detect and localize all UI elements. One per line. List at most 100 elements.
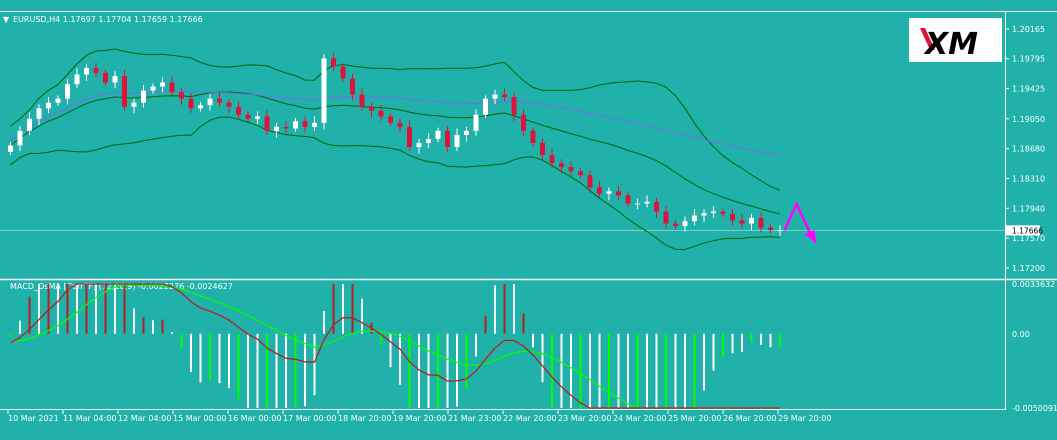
candle-body (122, 76, 127, 107)
candle (245, 111, 251, 123)
candle-body (635, 203, 640, 205)
candle-body (511, 97, 517, 115)
candle-body (701, 213, 707, 216)
chart-dropdown-icon[interactable]: ▼ (3, 15, 10, 24)
current-price-label: 1.17666 (1006, 225, 1043, 236)
candle-body (388, 116, 393, 123)
slow-ma-path (10, 90, 781, 157)
candle-body (758, 217, 764, 228)
candle-body (27, 118, 32, 131)
candle-body (407, 126, 412, 148)
candle (597, 180, 602, 198)
candle-body (559, 163, 564, 168)
candle (663, 205, 669, 229)
candle-body (160, 82, 165, 87)
candle (236, 101, 241, 120)
candle-body (198, 105, 203, 109)
candle (350, 73, 355, 101)
symbol-quote-line: EURUSD,H4 1.17697 1.17704 1.17659 1.1766… (13, 15, 203, 24)
candle-body (283, 126, 289, 129)
price-tick-label: 1.19050 (1012, 115, 1045, 124)
candle-body (369, 106, 374, 111)
candle (768, 224, 773, 234)
candles (8, 52, 783, 236)
candle (217, 92, 222, 107)
candle (27, 112, 32, 135)
indicator-label: MACD_OsMA [CurrTF] (12,26,9) -0.0022276 … (10, 282, 233, 291)
candle (340, 63, 346, 82)
candle (502, 88, 507, 102)
candle-body (207, 98, 213, 106)
candle (264, 109, 270, 135)
candle (388, 113, 393, 127)
candle (730, 209, 735, 227)
candle-body (112, 76, 118, 83)
macd-lines (10, 283, 780, 409)
candle-body (749, 217, 754, 224)
candle-body (587, 175, 593, 188)
candle-body (682, 221, 688, 227)
upper-band (10, 48, 781, 191)
candle (321, 54, 327, 130)
candle (103, 69, 108, 86)
candle (435, 127, 441, 143)
time-axis[interactable]: 10 Mar 2021 11 Mar 04:00 12 Mar 04:00 15 Ma… (7, 409, 831, 423)
candle (511, 93, 517, 122)
svg-text:1.17666: 1.17666 (1012, 226, 1043, 235)
candle (701, 209, 707, 222)
candle (74, 68, 80, 89)
price-tick-label: 1.18310 (1012, 174, 1045, 183)
candle-body (169, 82, 175, 93)
candle (635, 198, 640, 210)
time-tick-label: 19 Mar 20:00 (393, 414, 446, 423)
candle (179, 88, 184, 106)
candle-body (521, 114, 526, 131)
indicator-axis[interactable]: 0.0033632 0.00 -0.0050091 (1012, 280, 1057, 413)
lower-band (10, 116, 781, 251)
candle-body (36, 108, 42, 119)
candle (226, 98, 232, 114)
candle-body (397, 122, 403, 127)
price-tick-label: 1.17940 (1012, 204, 1045, 213)
candle-body (331, 58, 336, 67)
candle-body (711, 211, 716, 214)
candle (692, 209, 697, 226)
candle-body (55, 98, 61, 103)
candle (540, 138, 545, 161)
candle-body (654, 201, 659, 212)
candle-body (274, 126, 279, 131)
time-tick-label: 25 Mar 20:00 (668, 414, 721, 423)
candle (160, 77, 165, 93)
candle (559, 159, 564, 174)
candle (530, 127, 536, 147)
candle (188, 93, 194, 114)
candle (369, 102, 374, 118)
candle (274, 122, 279, 138)
price-axis[interactable]: 1.20165 1.19795 1.19425 1.19050 1.18680 1.183… (1005, 25, 1045, 273)
indicator-tick-label: 0.0033632 (1012, 280, 1055, 289)
time-tick-label: 17 Mar 00:00 (283, 414, 336, 423)
candle-body (217, 98, 222, 103)
time-tick-label: 22 Mar 20:00 (503, 414, 556, 423)
candle (93, 62, 99, 78)
candle (141, 84, 146, 108)
candle-body (340, 66, 346, 79)
candle-body (530, 130, 536, 143)
time-tick-label: 26 Mar 20:00 (723, 414, 776, 423)
candle (46, 97, 51, 114)
candle (255, 111, 260, 125)
candle-body (692, 215, 697, 222)
time-tick-label: 24 Mar 20:00 (613, 414, 666, 423)
candle (568, 161, 574, 177)
candle-body (321, 58, 327, 123)
candle (644, 195, 650, 208)
candle (407, 120, 412, 152)
candle (492, 89, 498, 105)
candle-body (426, 138, 431, 143)
time-tick-label: 29 Mar 20:00 (778, 414, 831, 423)
moving-average-line (10, 90, 781, 157)
candle-body (264, 116, 270, 131)
candle-body (131, 102, 137, 107)
